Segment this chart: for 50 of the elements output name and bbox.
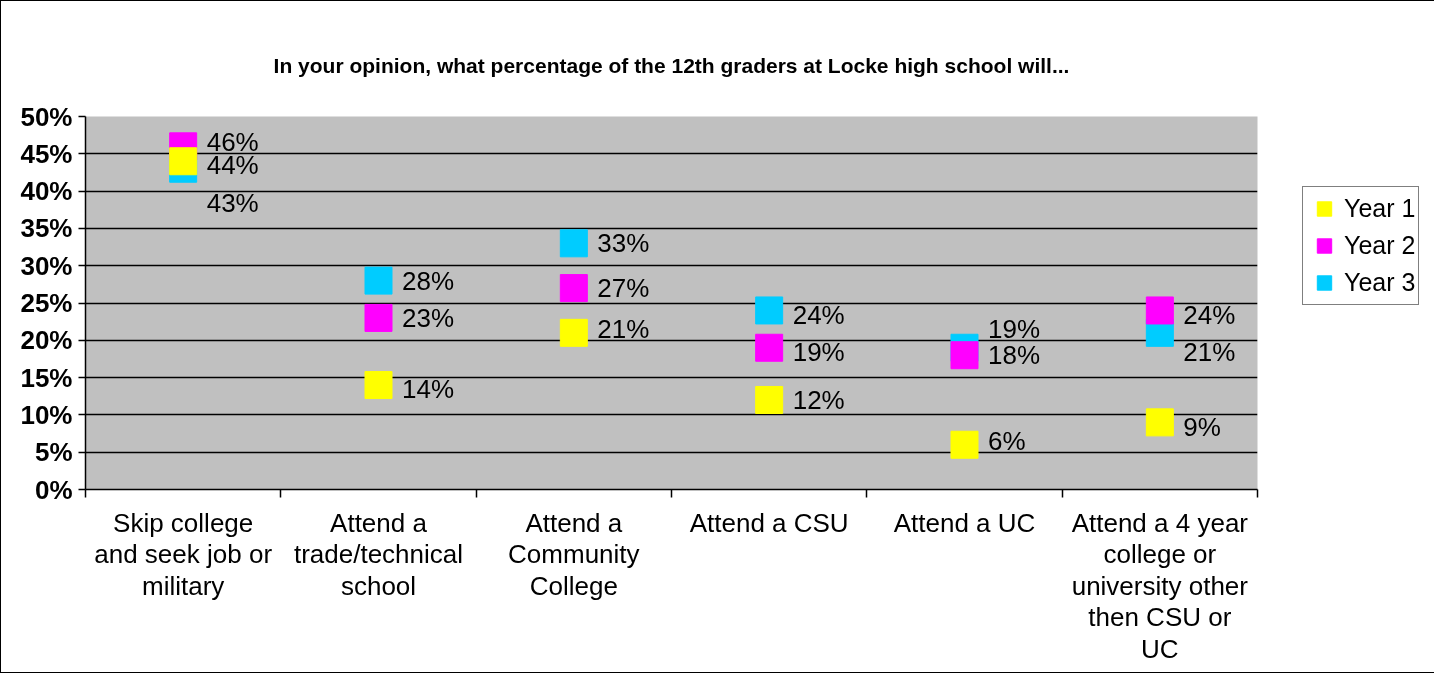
y-tick-label: 15% (20, 362, 73, 393)
point (559, 274, 588, 303)
y-tick-label: 25% (20, 288, 73, 318)
y-tick-label: 40% (20, 176, 73, 207)
data-label: 21% (1183, 336, 1236, 367)
x-tick-label: Attend a Community College (508, 507, 640, 601)
y-tick-label: 20% (20, 325, 73, 356)
y-tick-label: 10% (20, 399, 73, 430)
x-tick-label: Attend a CSU (689, 507, 849, 538)
data-label: 24% (792, 299, 845, 330)
data-label: 44% (206, 150, 259, 181)
x-tick-label: Skip college and seek job or military (94, 507, 273, 601)
data-label: 23% (402, 302, 455, 333)
point (755, 385, 784, 414)
data-label: 19% (792, 336, 845, 367)
legend-label: Year 1 (1344, 194, 1416, 223)
point (364, 303, 393, 332)
point (364, 371, 393, 400)
point (755, 333, 784, 362)
data-label: 21% (597, 313, 650, 344)
data-label: 27% (597, 273, 650, 304)
data-label: 28% (402, 265, 455, 296)
x-tick-label: Attend a UC (893, 507, 1036, 538)
data-label: 14% (402, 374, 455, 405)
point (559, 229, 588, 258)
x-tick-label: Attend a trade/technical school (293, 507, 464, 601)
point (755, 296, 784, 325)
y-tick-label: 5% (34, 437, 73, 468)
point (1145, 408, 1174, 437)
data-label: 24% (1183, 299, 1236, 330)
legend-label: Year 2 (1344, 231, 1416, 260)
point (364, 266, 393, 295)
point (1145, 296, 1174, 325)
data-label: 33% (597, 228, 650, 259)
point (559, 318, 588, 347)
point (169, 147, 198, 176)
chart-title: In your opinion, what percentage of the 12th graders at Locke high school will... (273, 53, 1070, 77)
x-tick-label: Attend a 4 year college or university other then CSU or UC (1071, 507, 1249, 664)
data-label: 6% (988, 425, 1026, 456)
point (950, 430, 979, 459)
y-tick-label: 30% (20, 250, 73, 281)
data-label: 43% (206, 187, 259, 218)
legend-label: Year 3 (1344, 268, 1416, 297)
y-tick-label: 50% (20, 101, 73, 132)
data-label: 9% (1183, 411, 1221, 442)
data-label: 12% (792, 384, 845, 415)
y-tick-label: 45% (20, 138, 73, 169)
y-tick-label: 35% (20, 213, 73, 244)
point (950, 341, 979, 370)
y-tick-label: 0% (34, 474, 73, 505)
